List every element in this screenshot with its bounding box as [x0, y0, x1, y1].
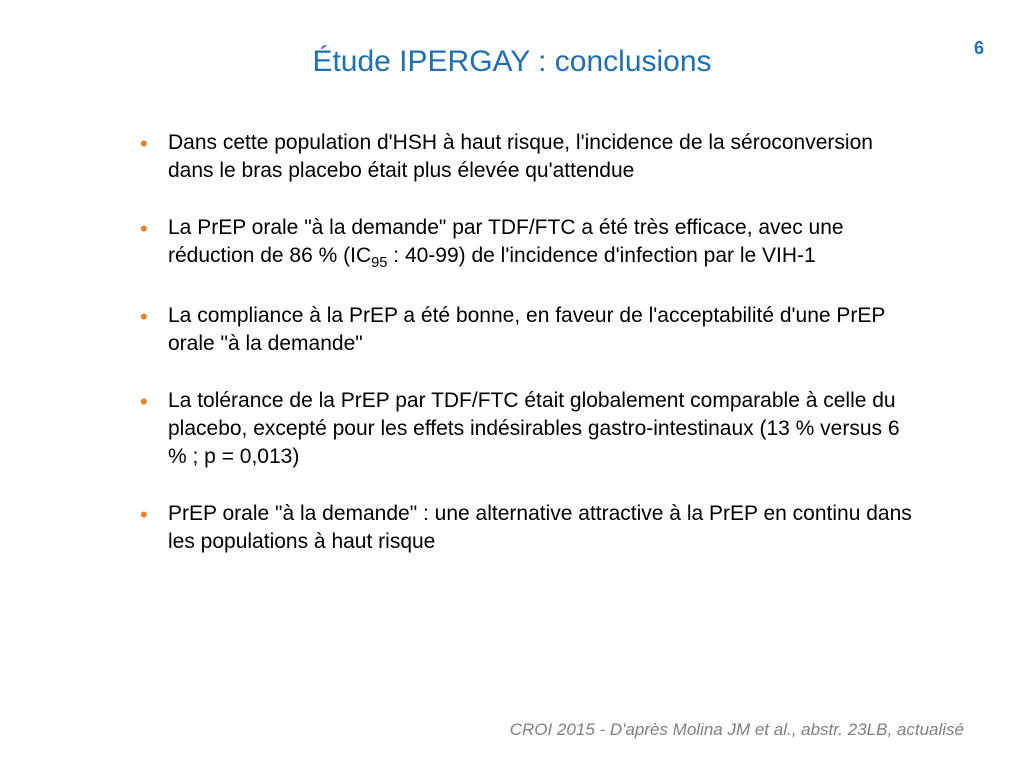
- page-number: 6: [974, 38, 984, 59]
- bullet-item: Dans cette population d'HSH à haut risqu…: [140, 129, 924, 186]
- bullet-item: PrEP orale "à la demande" : une alternat…: [140, 500, 924, 557]
- bullet-item: La compliance à la PrEP a été bonne, en …: [140, 302, 924, 359]
- bullet-list: Dans cette population d'HSH à haut risqu…: [60, 129, 964, 556]
- slide-title: Étude IPERGAY : conclusions: [60, 45, 964, 79]
- bullet-item: La tolérance de la PrEP par TDF/FTC étai…: [140, 387, 924, 472]
- slide: 6 Étude IPERGAY : conclusions Dans cette…: [0, 0, 1024, 768]
- citation: CROI 2015 - D'après Molina JM et al., ab…: [510, 720, 964, 740]
- bullet-item: La PrEP orale "à la demande" par TDF/FTC…: [140, 214, 924, 274]
